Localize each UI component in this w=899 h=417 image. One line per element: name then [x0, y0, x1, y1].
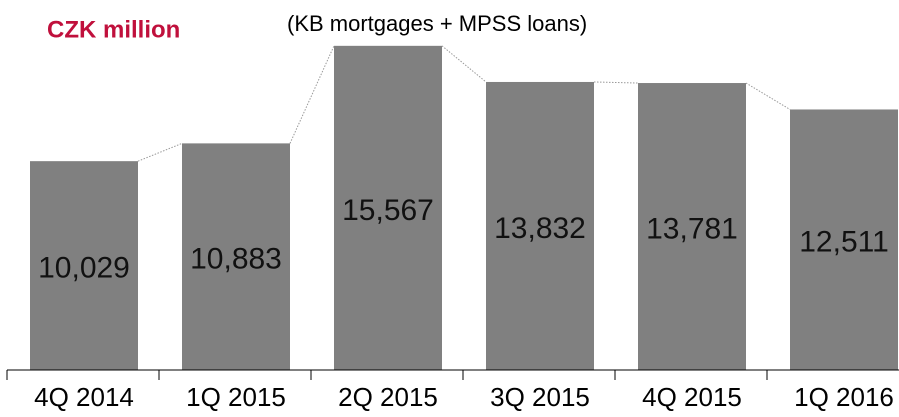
connector — [137, 142, 183, 162]
connector — [441, 45, 487, 83]
x-tick-label: 4Q 2014 — [34, 382, 134, 412]
value-label: 13,832 — [494, 212, 586, 245]
connector — [745, 82, 791, 110]
bar — [334, 45, 442, 370]
chart-title: CZK million — [47, 16, 180, 43]
bar — [638, 83, 746, 370]
value-label: 15,567 — [342, 194, 434, 227]
bar — [182, 143, 290, 370]
connector — [289, 45, 335, 144]
x-tick-label: 2Q 2015 — [338, 382, 438, 412]
connector — [593, 81, 639, 84]
x-tick-label: 3Q 2015 — [490, 382, 590, 412]
value-label: 13,781 — [646, 212, 738, 245]
bar — [790, 109, 898, 371]
value-label: 10,883 — [190, 243, 282, 276]
x-tick-label: 4Q 2015 — [642, 382, 742, 412]
bar — [486, 81, 594, 371]
x-tick-label: 1Q 2016 — [794, 382, 894, 412]
bar — [30, 161, 138, 370]
value-label: 10,029 — [38, 252, 130, 285]
value-label: 12,511 — [799, 226, 889, 259]
chart-subtitle: (KB mortgages + MPSS loans) — [287, 11, 587, 36]
x-tick-label: 1Q 2015 — [186, 382, 286, 412]
